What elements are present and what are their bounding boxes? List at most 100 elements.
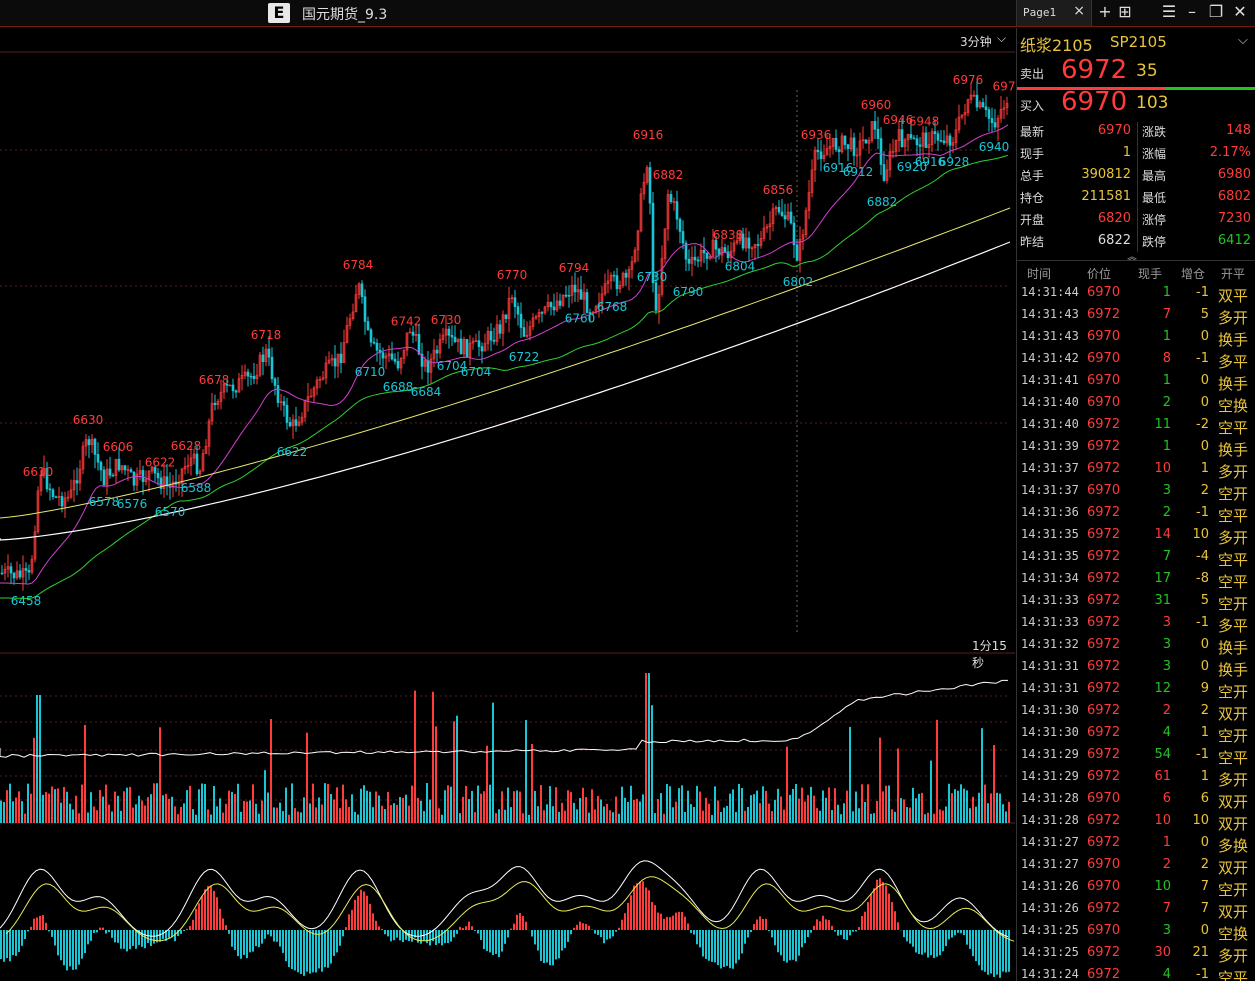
tick-row[interactable]: 14:31:26 6970 10 7 空开 — [1017, 876, 1255, 899]
candle-body — [855, 154, 859, 157]
tick-row[interactable]: 14:31:40 6970 2 0 空换 — [1017, 392, 1255, 415]
tick-row[interactable]: 14:31:28 6972 10 10 双开 — [1017, 810, 1255, 833]
candle-body — [294, 419, 298, 426]
tick-oi-change: 0 — [1200, 373, 1209, 388]
candle-body — [105, 468, 109, 486]
candle-body — [597, 303, 601, 307]
tick-price: 6970 — [1087, 329, 1121, 344]
tick-row[interactable]: 14:31:35 6972 7 -4 空平 — [1017, 546, 1255, 569]
tick-row[interactable]: 14:31:43 6972 7 5 多开 — [1017, 304, 1255, 327]
tab-page1[interactable]: Page1 × — [1016, 0, 1092, 26]
tick-time: 14:31:44 — [1021, 285, 1079, 299]
tick-time: 14:31:26 — [1021, 879, 1079, 893]
tick-volume: 2 — [1162, 395, 1171, 410]
chevron-down-icon[interactable]: ⌵ — [1238, 33, 1248, 48]
candle-body — [30, 558, 34, 573]
window-title: 国元期货_9.3 — [302, 7, 388, 23]
tick-row[interactable]: 14:31:35 6972 14 10 多开 — [1017, 524, 1255, 547]
tick-row[interactable]: 14:31:40 6972 11 -2 空平 — [1017, 414, 1255, 437]
tick-row[interactable]: 14:31:27 6970 2 2 双开 — [1017, 854, 1255, 877]
tick-time: 14:31:33 — [1021, 593, 1079, 607]
tick-row[interactable]: 14:31:43 6970 1 0 换手 — [1017, 326, 1255, 349]
tick-time: 14:31:40 — [1021, 395, 1079, 409]
tick-volume: 54 — [1154, 747, 1171, 762]
close-tab-icon[interactable]: × — [1073, 3, 1085, 19]
candle-body — [531, 317, 535, 327]
chart-panel[interactable]: 6610 6630 6606 6622 6628 6678 6718 6784 6742 6730… — [0, 28, 1015, 981]
interval-selector[interactable]: 3分钟 — [960, 35, 992, 49]
tick-time: 14:31:35 — [1021, 549, 1079, 563]
tick-price: 6972 — [1087, 725, 1121, 740]
chevron-down-icon[interactable]: ⌵ — [997, 31, 1007, 45]
restore-icon[interactable]: ❐ — [1208, 2, 1224, 21]
candle-body — [918, 144, 922, 147]
tick-type: 多开 — [1218, 771, 1249, 789]
candle-body — [351, 311, 355, 319]
tick-time: 14:31:32 — [1021, 637, 1079, 651]
tick-row[interactable]: 14:31:33 6972 31 5 空开 — [1017, 590, 1255, 613]
candle-body — [3, 568, 7, 574]
tick-row[interactable]: 14:31:42 6970 8 -1 多平 — [1017, 348, 1255, 371]
tick-row[interactable]: 14:31:32 6972 3 0 换手 — [1017, 634, 1255, 657]
candle-body — [654, 282, 658, 311]
tick-row[interactable]: 14:31:33 6972 3 -1 多平 — [1017, 612, 1255, 635]
collapse-icon[interactable]: ︽ — [1127, 252, 1137, 263]
menu-icon[interactable]: ☰ — [1161, 2, 1177, 21]
close-window-icon[interactable]: ✕ — [1233, 2, 1247, 21]
tick-oi-change: 0 — [1200, 329, 1209, 344]
candle-body — [564, 294, 568, 297]
candle-body — [840, 135, 844, 153]
tick-row[interactable]: 14:31:25 6970 3 0 空换 — [1017, 920, 1255, 943]
tick-row[interactable]: 14:31:29 6972 54 -1 空平 — [1017, 744, 1255, 767]
tick-row[interactable]: 14:31:26 6972 7 7 双开 — [1017, 898, 1255, 921]
tick-price: 6972 — [1087, 527, 1121, 542]
contract-name[interactable]: 纸浆2105 — [1020, 36, 1093, 55]
candle-body — [381, 352, 385, 359]
candle-body — [978, 102, 982, 108]
tick-type: 空平 — [1218, 507, 1249, 525]
candle-body — [354, 294, 358, 313]
tick-row[interactable]: 14:31:31 6972 12 9 空开 — [1017, 678, 1255, 701]
low-label: 6912 — [843, 165, 874, 179]
tick-row[interactable]: 14:31:30 6972 2 2 双开 — [1017, 700, 1255, 723]
tick-row[interactable]: 14:31:41 6970 1 0 换手 — [1017, 370, 1255, 393]
tick-row[interactable]: 14:31:25 6972 30 21 多开 — [1017, 942, 1255, 965]
tick-row[interactable]: 14:31:29 6972 61 1 多开 — [1017, 766, 1255, 789]
tick-row[interactable]: 14:31:36 6972 2 -1 空平 — [1017, 502, 1255, 525]
tick-row[interactable]: 14:31:37 6970 3 2 空开 — [1017, 480, 1255, 503]
stat-label: 持仓 — [1020, 191, 1045, 205]
minimize-icon[interactable]: – — [1188, 2, 1196, 21]
candle-body — [777, 207, 781, 213]
tick-time: 14:31:29 — [1021, 769, 1079, 783]
add-tab-icon[interactable]: + — [1098, 2, 1112, 21]
candle-body — [60, 496, 64, 507]
tick-row[interactable]: 14:31:28 6970 6 6 双开 — [1017, 788, 1255, 811]
tick-type: 双开 — [1218, 793, 1249, 811]
tick-row[interactable]: 14:31:44 6970 1 -1 双平 — [1017, 282, 1255, 305]
bid-label: 买入 — [1020, 99, 1045, 113]
candle-body — [219, 391, 223, 402]
layout-icon[interactable]: ⊞ — [1118, 2, 1132, 21]
tick-price: 6972 — [1087, 681, 1121, 696]
bid-price[interactable]: 6970 — [1061, 87, 1128, 117]
ask-price[interactable]: 6972 — [1061, 55, 1128, 85]
high-label: 6960 — [861, 98, 892, 112]
tick-oi-change: 0 — [1200, 659, 1209, 674]
tick-row[interactable]: 14:31:24 6972 4 -1 空平 — [1017, 964, 1255, 981]
tick-price: 6972 — [1087, 549, 1121, 564]
tick-row[interactable]: 14:31:34 6972 17 -8 空平 — [1017, 568, 1255, 591]
tick-row[interactable]: 14:31:30 6972 4 1 空开 — [1017, 722, 1255, 745]
tick-row[interactable]: 14:31:31 6972 3 0 换手 — [1017, 656, 1255, 679]
candle-body — [210, 402, 214, 422]
candle-body — [360, 283, 364, 297]
stat-label: 涨幅 — [1142, 147, 1167, 161]
candle-body — [507, 298, 511, 319]
tick-row[interactable]: 14:31:39 6972 1 0 换手 — [1017, 436, 1255, 459]
tick-row[interactable]: 14:31:37 6972 10 1 多开 — [1017, 458, 1255, 481]
candle-body — [939, 140, 943, 142]
candle-body — [75, 480, 79, 484]
tick-row[interactable]: 14:31:27 6972 1 0 多换 — [1017, 832, 1255, 855]
low-label: 6458 — [11, 594, 42, 608]
stat-value: 1 — [1122, 145, 1131, 160]
kline-chart[interactable]: 6610 6630 6606 6622 6628 6678 6718 6784 6742 6730… — [0, 28, 1015, 981]
